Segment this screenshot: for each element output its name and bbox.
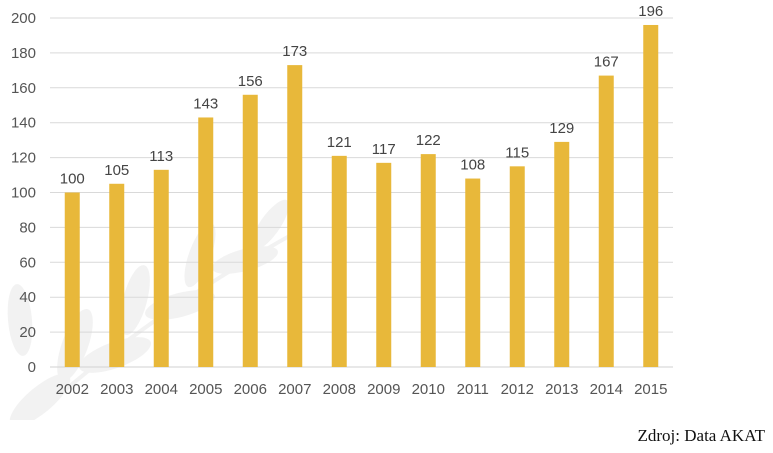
bar-2014 [598,75,614,368]
data-label-2015: 196 [638,3,663,20]
y-tick-label: 180 [11,45,36,62]
bar-2008 [331,155,347,367]
bar-2010 [420,154,436,367]
x-tick-label-2007: 2007 [278,381,311,398]
data-label-2013: 129 [549,120,574,137]
x-tick-label-2005: 2005 [189,381,222,398]
x-tick-label-2011: 2011 [457,381,489,398]
data-label-2012: 115 [505,144,529,161]
data-label-2014: 167 [594,54,619,71]
data-label-2011: 108 [460,157,485,174]
y-tick-label: 20 [19,324,36,341]
x-tick-label-2004: 2004 [145,381,178,398]
y-tick-label: 100 [11,185,36,202]
x-tick-label-2014: 2014 [590,381,623,398]
bar-2007 [287,65,303,368]
bar-2003 [109,183,125,367]
y-tick-label: 60 [19,254,36,271]
data-label-2007: 173 [282,43,307,60]
y-tick-label: 140 [11,115,36,132]
x-tick-label-2015: 2015 [634,381,667,398]
x-tick-label-2009: 2009 [367,381,400,398]
data-label-2009: 117 [372,141,396,158]
data-label-2004: 113 [149,148,173,165]
data-label-2005: 143 [193,95,218,112]
bar-2002 [64,192,80,367]
y-tick-label: 40 [19,289,36,306]
data-label-2010: 122 [416,132,441,149]
bar-2013 [554,141,570,367]
x-tick-label-2003: 2003 [100,381,133,398]
y-tick-label: 200 [11,10,36,27]
bar-2009 [376,162,392,367]
x-tick-label-2010: 2010 [412,381,445,398]
x-tick-label-2013: 2013 [545,381,578,398]
data-label-2003: 105 [104,162,129,179]
bar-2012 [509,166,525,367]
x-tick-label-2006: 2006 [234,381,267,398]
source-note: Zdroj: Data AKAT [637,426,765,445]
grid-lines [50,17,673,368]
y-tick-label: 0 [28,359,36,376]
x-tick-label-2012: 2012 [501,381,534,398]
y-tick-label: 120 [11,150,36,167]
bar-chart: 0 20 40 60 80 100 120 140 160 180 200 100 105 113 143… [7,3,673,420]
bar-2015 [643,24,659,367]
data-label-2006: 156 [238,73,263,90]
y-tick-label: 80 [19,219,36,236]
bar-2006 [242,94,258,367]
data-labels: 100 105 113 143 156 173 121 117 122 108 115 129 167 1… [60,3,664,188]
data-label-2008: 121 [327,134,352,151]
bars [64,24,659,368]
bar-2005 [198,117,214,367]
data-label-2002: 100 [60,171,85,188]
y-axis: 0 20 40 60 80 100 120 140 160 180 200 [11,10,36,376]
bar-2004 [153,169,169,367]
x-tick-label-2002: 2002 [56,381,89,398]
bar-2011 [465,178,481,367]
y-tick-label: 160 [11,80,36,97]
x-axis: 2002 2003 2004 2005 2006 2007 2008 2009 2010 2011… [56,381,668,398]
x-tick-label-2008: 2008 [323,381,356,398]
